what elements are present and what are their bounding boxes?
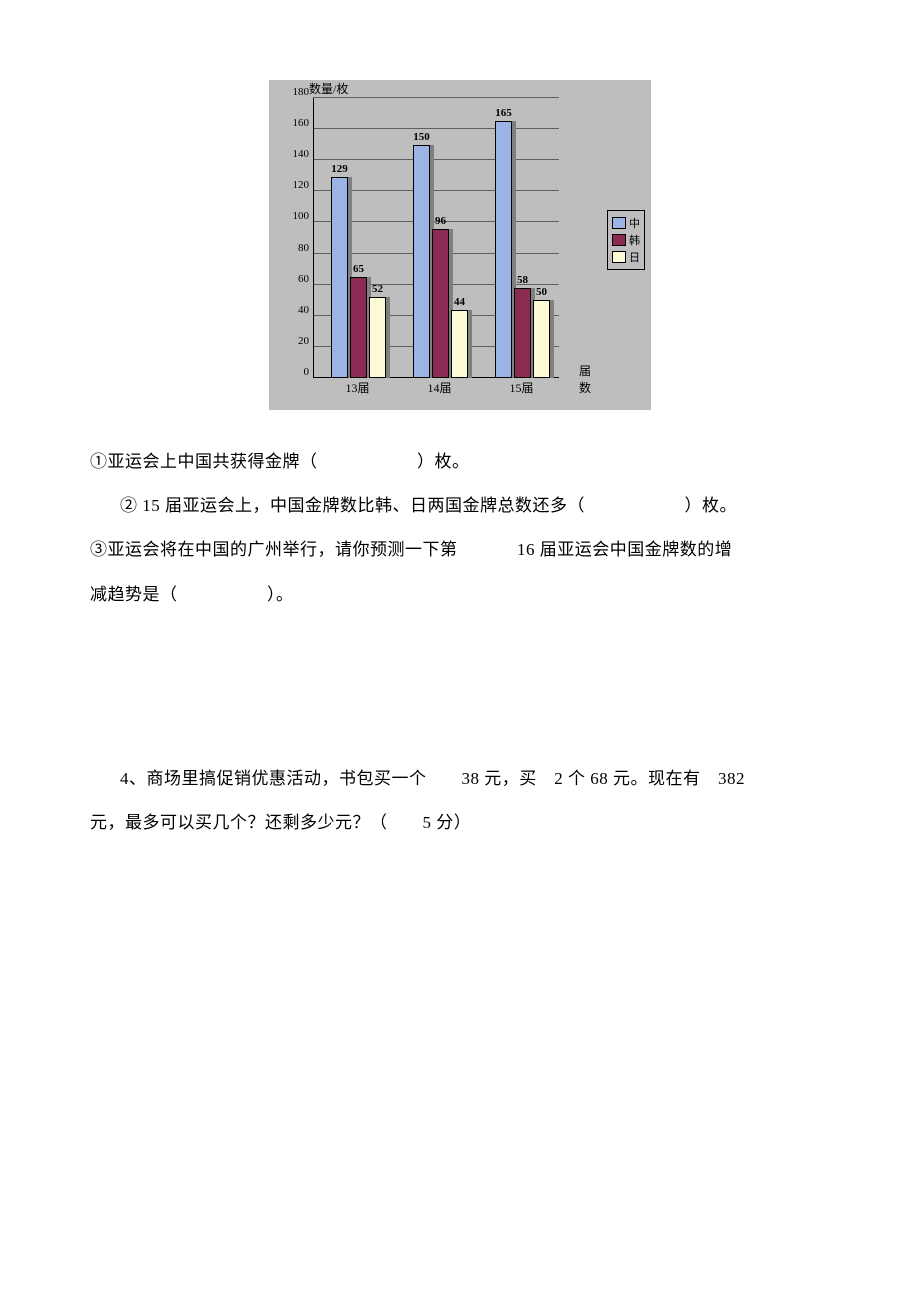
- question-2: ② 15 届亚运会上，中国金牌数比韩、日两国金牌总数还多（ ）枚。: [90, 484, 830, 528]
- question-4-line-2: 元，最多可以买几个？还剩多少元？（ 5 分）: [90, 801, 830, 845]
- question-3-line-1: ③亚运会将在中国的广州举行，请你预测一下第 16 届亚运会中国金牌数的增: [90, 528, 830, 572]
- grid-line: [313, 97, 559, 98]
- y-tick-label: 140: [293, 148, 310, 160]
- bar: 44: [451, 310, 468, 378]
- bar: 50: [533, 300, 550, 378]
- q1-suffix: ）枚。: [417, 452, 470, 471]
- q3-mid: 16 届亚运会中国金牌数的增: [517, 540, 732, 559]
- question-3-line-2: 减趋势是（ ）。: [90, 573, 830, 617]
- legend-item: 韩: [612, 232, 640, 248]
- bar-value-label: 150: [413, 131, 430, 143]
- grid-line: [313, 128, 559, 129]
- y-tick-label: 20: [298, 335, 309, 347]
- bar-value-label: 129: [331, 163, 348, 175]
- y-tick-label: 60: [298, 273, 309, 285]
- q1-prefix: ①亚运会上中国共获得金牌（: [90, 452, 318, 471]
- bar: 65: [350, 277, 367, 378]
- y-tick-label: 0: [304, 366, 310, 378]
- q2-prefix: ② 15 届亚运会上，中国金牌数比韩、日两国金牌总数还多（: [120, 496, 585, 515]
- bar-value-label: 44: [454, 296, 465, 308]
- q3b-prefix: 减趋势是（: [90, 585, 178, 604]
- x-axis-title: 届数: [579, 362, 591, 396]
- bar-chart: 数量/枚 020406080100120140160180129655213届1…: [269, 80, 651, 410]
- legend-swatch: [612, 251, 626, 263]
- bar: 96: [432, 229, 449, 378]
- legend-label: 日: [629, 249, 640, 265]
- q2-suffix: ）枚。: [685, 496, 738, 515]
- legend-item: 日: [612, 249, 640, 265]
- y-tick-label: 180: [293, 86, 310, 98]
- y-tick-label: 40: [298, 304, 309, 316]
- x-tick-label: 14届: [427, 379, 451, 396]
- legend: 中韩日: [607, 210, 645, 270]
- y-tick-label: 120: [293, 179, 310, 191]
- legend-item: 中: [612, 215, 640, 231]
- legend-label: 韩: [629, 232, 640, 248]
- y-axis-line: [313, 98, 314, 378]
- legend-label: 中: [629, 215, 640, 231]
- q3b-suffix: ）。: [267, 585, 294, 604]
- bar-value-label: 52: [372, 283, 383, 295]
- bar-value-label: 65: [353, 263, 364, 275]
- bar: 165: [495, 121, 512, 378]
- bar: 129: [331, 177, 348, 378]
- legend-swatch: [612, 217, 626, 229]
- q3-prefix: ③亚运会将在中国的广州举行，请你预测一下第: [90, 540, 458, 559]
- x-tick-label: 13届: [345, 379, 369, 396]
- legend-swatch: [612, 234, 626, 246]
- y-axis-title: 数量/枚: [309, 80, 348, 97]
- question-4-line-1: 4、商场里搞促销优惠活动，书包买一个 38 元，买 2 个 68 元。现在有 3…: [90, 757, 830, 801]
- bar: 58: [514, 288, 531, 378]
- chart-plot-area: 020406080100120140160180129655213届150964…: [313, 98, 559, 378]
- y-tick-label: 160: [293, 117, 310, 129]
- bar: 150: [413, 145, 430, 378]
- bar-value-label: 58: [517, 274, 528, 286]
- y-tick-label: 80: [298, 242, 309, 254]
- chart-container: 数量/枚 020406080100120140160180129655213届1…: [90, 80, 830, 410]
- question-1: ①亚运会上中国共获得金牌（ ）枚。: [90, 440, 830, 484]
- bar-value-label: 50: [536, 286, 547, 298]
- x-tick-label: 15届: [509, 379, 533, 396]
- bar: 52: [369, 297, 386, 378]
- grid-line: [313, 159, 559, 160]
- y-tick-label: 100: [293, 210, 310, 222]
- bar-value-label: 96: [435, 215, 446, 227]
- bar-value-label: 165: [495, 107, 512, 119]
